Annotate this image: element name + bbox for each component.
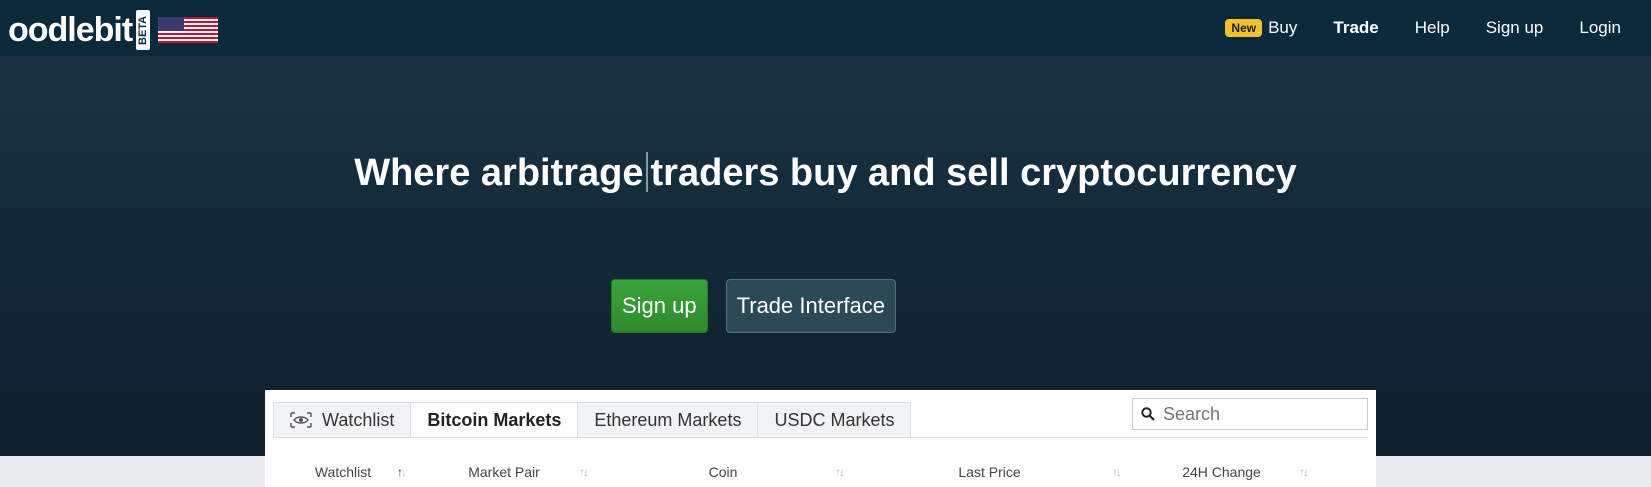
tab-bitcoin-markets[interactable]: Bitcoin Markets <box>410 402 579 437</box>
market-search <box>1132 398 1368 430</box>
new-badge: New <box>1225 19 1263 37</box>
col-last-price[interactable]: Last Price ↑↓ <box>851 458 1128 486</box>
headline-part2: traders buy and sell cryptocurrency <box>650 152 1297 194</box>
search-input[interactable] <box>1161 402 1355 426</box>
beta-badge: BETA <box>136 10 151 50</box>
sort-icon: ↑↓ <box>397 465 407 479</box>
markets-table-header: Watchlist ↑↓ Market Pair ↑↓ Coin ↑↓ Last… <box>273 458 1368 486</box>
tab-usdc-markets[interactable]: USDC Markets <box>757 402 912 437</box>
col-coin-label: Coin <box>708 464 738 480</box>
hero-headline: Where arbitrage traders buy and sell cryp… <box>0 151 1651 195</box>
tab-ethereum-markets[interactable]: Ethereum Markets <box>577 402 759 437</box>
sort-icon: ↑↓ <box>835 465 845 479</box>
col-last-price-label: Last Price <box>958 464 1021 480</box>
col-24h-change-label: 24H Change <box>1182 464 1261 480</box>
main-nav: New Buy Trade Help Sign up Login <box>1225 0 1621 56</box>
nav-login[interactable]: Login <box>1579 18 1621 37</box>
trade-interface-button[interactable]: Trade Interface <box>725 279 896 333</box>
col-market-pair[interactable]: Market Pair ↑↓ <box>413 458 595 486</box>
hero-section: oodlebit BETA New Buy Trade Help Sign up <box>0 0 1651 456</box>
col-coin[interactable]: Coin ↑↓ <box>595 458 851 486</box>
search-icon <box>1141 407 1155 421</box>
tab-watchlist-label: Watchlist <box>322 409 395 430</box>
tab-watchlist[interactable]: Watchlist <box>273 402 412 437</box>
us-flag-icon[interactable] <box>158 17 219 43</box>
signup-button[interactable]: Sign up <box>611 279 708 333</box>
nav-trade[interactable]: Trade <box>1333 18 1379 37</box>
sort-icon: ↑↓ <box>1299 465 1309 479</box>
eye-icon <box>290 412 312 428</box>
nav-buy-label: Buy <box>1268 18 1298 37</box>
brand-logo[interactable]: oodlebit BETA <box>8 10 219 50</box>
col-market-pair-label: Market Pair <box>468 464 540 480</box>
market-tabs: Watchlist Bitcoin Markets Ethereum Marke… <box>273 402 912 437</box>
col-24h-change[interactable]: 24H Change ↑↓ <box>1128 458 1315 486</box>
top-navbar: oodlebit BETA New Buy Trade Help Sign up <box>0 0 1651 56</box>
hero-actions: Sign up Trade Interface <box>0 279 1651 333</box>
sort-icon: ↑↓ <box>579 465 589 479</box>
tab-divider <box>273 437 1368 438</box>
sort-icon: ↑↓ <box>1112 465 1122 479</box>
nav-signup[interactable]: Sign up <box>1485 18 1544 37</box>
nav-help[interactable]: Help <box>1414 18 1450 37</box>
typing-cursor <box>645 151 648 192</box>
brand-name: oodlebit <box>8 11 133 49</box>
nav-buy[interactable]: New Buy <box>1225 18 1297 38</box>
col-watchlist-label: Watchlist <box>314 464 372 480</box>
headline-part1: Where arbitrage <box>354 152 644 194</box>
markets-panel: Watchlist Bitcoin Markets Ethereum Marke… <box>265 390 1376 487</box>
col-watchlist[interactable]: Watchlist ↑↓ <box>273 458 413 486</box>
